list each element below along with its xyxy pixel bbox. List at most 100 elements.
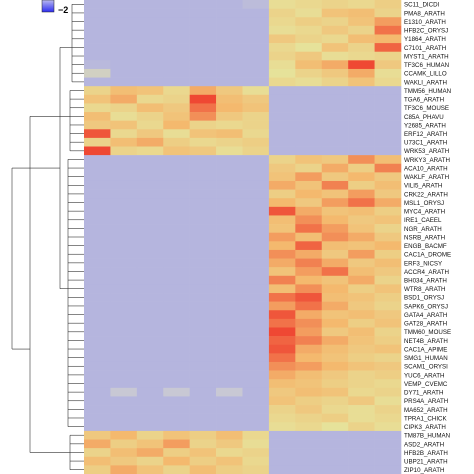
heatmap-cell [348,172,375,182]
heatmap-cell [84,284,111,294]
heatmap-cell [216,465,243,474]
heatmap-cell [136,396,164,406]
row-label: CIPK3_ARATH [404,424,446,431]
heatmap-cell [348,422,375,432]
row-label: C85A_PHAVU [404,114,444,121]
heatmap-cell [110,422,138,432]
heatmap-cell [189,25,217,35]
heatmap-cell [136,120,164,130]
heatmap-cell [321,172,349,182]
heatmap-cell [163,422,190,432]
heatmap-cell [321,241,349,251]
row-label: WAKLI_ARATH [404,79,447,86]
row-label: MYC4_ARATH [404,209,445,216]
heatmap-cell [84,103,111,113]
heatmap-cell [189,430,217,440]
row-label: ERF3_NICSY [404,260,442,267]
heatmap-cell [321,189,349,199]
heatmap-cell [268,43,296,53]
heatmap-cell [374,68,402,78]
heatmap-cell [268,456,296,466]
row-label: CAC1A_DROME [404,252,451,259]
heatmap-cell [321,336,349,346]
heatmap-cell [110,25,138,35]
heatmap-cell [136,344,164,354]
heatmap-cell [163,215,190,225]
heatmap-cell [242,249,270,259]
heatmap-cell [374,456,402,466]
heatmap-cell [374,129,402,139]
row-label: TMM60_MOUSE [404,329,451,336]
heatmap-cell [216,318,243,328]
heatmap-cell [268,241,296,251]
heatmap-cell [348,249,375,259]
heatmap-cell [110,336,138,346]
heatmap-cell [189,439,217,449]
heatmap-cell [374,249,402,259]
heatmap-cell [295,465,323,474]
heatmap-cell [295,275,323,285]
heatmap-cell [189,318,217,328]
row-label: CCAMK_LILLO [404,71,447,78]
heatmap-cell [268,293,296,302]
heatmap-cell [268,25,296,35]
heatmap-cell [110,94,138,104]
heatmap-cell [189,8,217,18]
heatmap-cell [189,301,217,311]
heatmap-cell [189,258,217,268]
heatmap-cell [136,25,164,35]
row-label: CRK22_ARATH [404,191,448,198]
heatmap-cell [216,137,243,147]
heatmap-cell [348,448,375,458]
heatmap-cell [348,361,375,371]
heatmap-cell [374,301,402,311]
heatmap-cell [321,0,349,9]
heatmap-cell [189,137,217,147]
heatmap-cell [110,103,138,113]
heatmap-cell [268,310,296,320]
heatmap-cell [163,94,190,104]
row-label: ZIP10_ARATH [404,467,444,474]
row-label: ACA10_ARATH [404,165,448,172]
heatmap-cell [242,180,270,190]
row-label: NET4B_ARATH [404,338,448,345]
heatmap-cell [268,86,296,96]
heatmap-cell [348,370,375,380]
heatmap-cell [216,353,243,363]
heatmap-cell [295,318,323,328]
heatmap-cell [374,318,402,328]
heatmap-cell [321,448,349,458]
heatmap-cell [136,180,164,190]
heatmap-cell [189,0,217,9]
heatmap-cell [84,146,111,156]
heatmap-cell [348,439,375,449]
heatmap-cell [321,293,349,302]
heatmap-cell [84,112,111,121]
heatmap-cell [374,112,402,121]
heatmap-cell [163,267,190,277]
row-label: YUC6_ARATH [404,372,444,379]
heatmap-cell [216,370,243,380]
heatmap-cell [136,353,164,363]
heatmap-cell [189,224,217,233]
heatmap-cell [268,155,296,165]
heatmap-cell [84,405,111,414]
heatmap-cell [268,224,296,233]
row-label: TF3C6_HUMAN [404,62,449,69]
heatmap-cell [374,215,402,225]
heatmap-cell [321,86,349,96]
heatmap-cell [348,129,375,139]
heatmap-cell [136,249,164,259]
heatmap-cell [268,267,296,277]
heatmap-cell [321,34,349,44]
heatmap-cell [110,327,138,337]
heatmap-cell [110,379,138,389]
heatmap-cell [295,456,323,466]
heatmap-cell [242,146,270,156]
heatmap-cell [348,387,375,397]
heatmap-cell [321,439,349,449]
heatmap-cell [242,379,270,389]
row-label: SAPK6_ORYSJ [404,303,448,310]
heatmap-cell [321,379,349,389]
heatmap-cell [84,129,111,139]
